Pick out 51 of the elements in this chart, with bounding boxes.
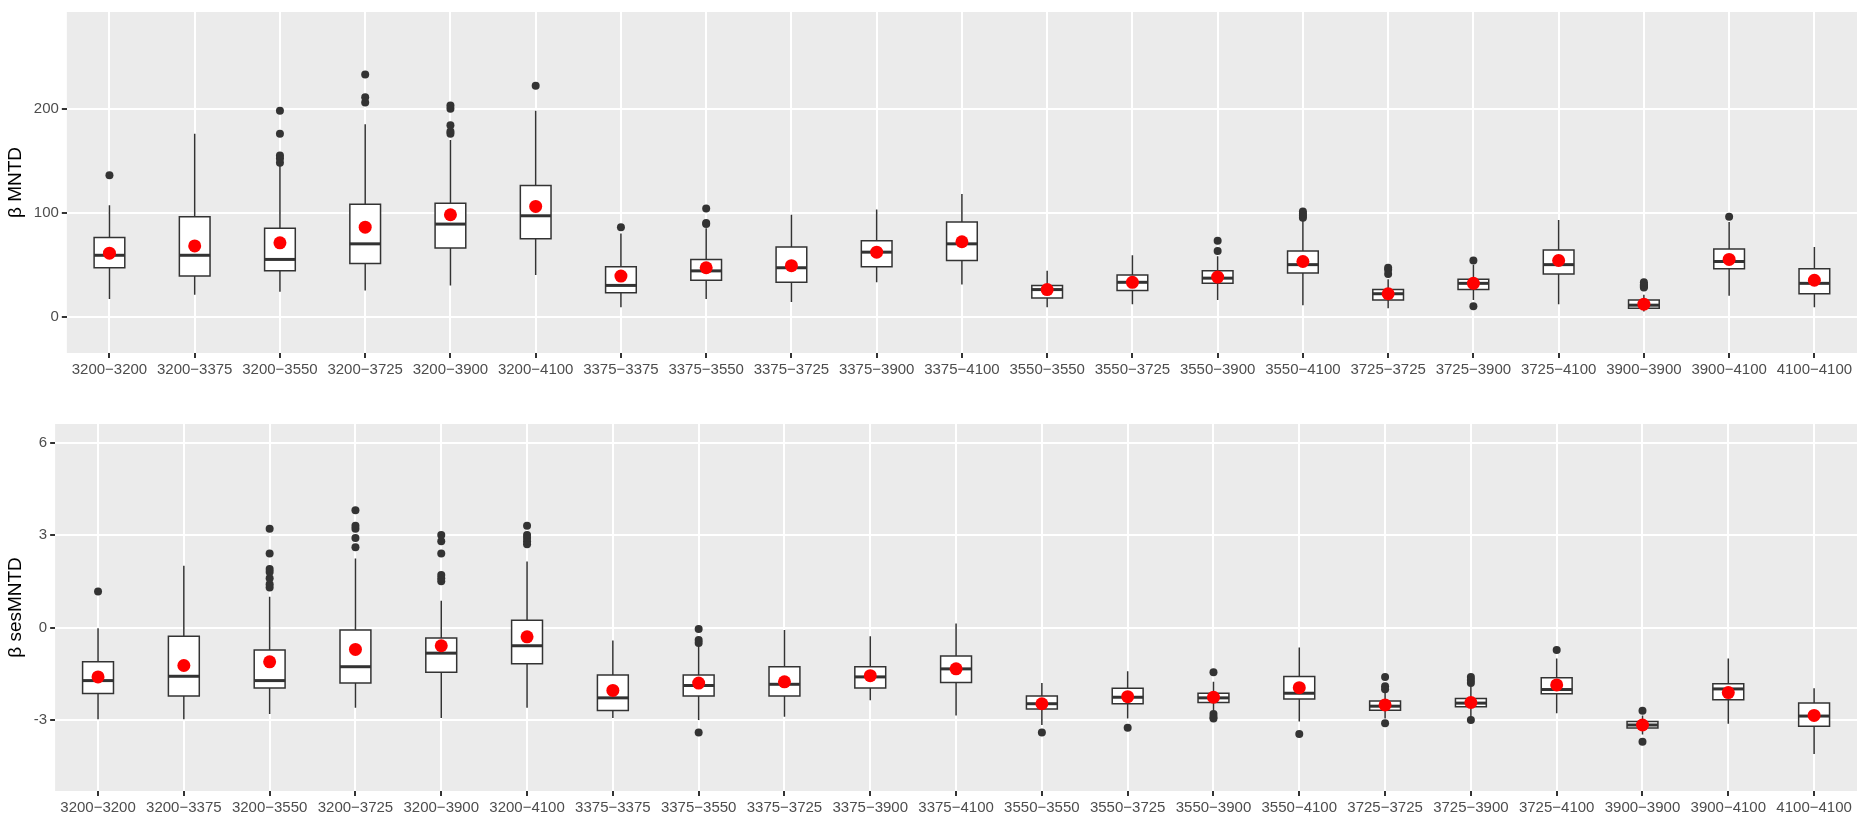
x-tick-label: 3200−4100 [489, 798, 565, 816]
y-tick-label: 0 [50, 306, 59, 324]
x-tick-label: 3200−3550 [242, 360, 318, 378]
x-tick-label: 3900−4100 [1691, 360, 1767, 378]
x-tick-label: 3550−3900 [1179, 360, 1256, 378]
x-tick-label: 3550−3550 [1009, 360, 1085, 378]
x-tick-label: 3900−4100 [1690, 798, 1767, 816]
x-tick-label: 3375−3375 [575, 798, 651, 816]
y-axis-title: β MNTD [3, 146, 25, 219]
y-axis-title: β sesMNTD [3, 557, 25, 658]
x-tick-label: 3375−4100 [924, 360, 1000, 378]
x-tick-label: 3200−3725 [327, 360, 403, 378]
x-tick-label: 3725−3725 [1350, 360, 1426, 378]
x-tick-label: 3200−3900 [412, 360, 489, 378]
x-tick-label: 3725−3900 [1435, 360, 1512, 378]
x-tick-label: 3375−3550 [660, 798, 737, 816]
x-tick-label: 3550−3550 [1004, 798, 1080, 816]
x-tick-label: 4100−4100 [1776, 798, 1852, 816]
y-tick-label: 200 [33, 98, 59, 116]
x-tick-label: 3200−3200 [71, 360, 148, 378]
y-tick-label: -3 [33, 710, 48, 728]
x-tick-label: 3375−3375 [583, 360, 659, 378]
x-tick-label: 3200−3200 [60, 798, 136, 816]
x-tick-label: 3375−3900 [832, 798, 909, 816]
x-tick-label: 3900−3900 [1606, 360, 1682, 378]
y-tick-label: 3 [38, 525, 48, 543]
x-tick-label: 3200−3375 [146, 798, 222, 816]
x-tick-label: 3200−3375 [156, 360, 233, 378]
y-tick-label: 0 [38, 617, 48, 635]
x-tick-label: 3550−3725 [1094, 360, 1171, 378]
x-tick-label: 3550−3900 [1175, 798, 1252, 816]
x-tick-label: 3200−3725 [317, 798, 394, 816]
x-tick-label: 3375−3725 [753, 360, 830, 378]
x-tick-label: 3375−3550 [668, 360, 744, 378]
x-tick-label: 3375−3900 [838, 360, 915, 378]
x-tick-label: 3200−4100 [497, 360, 574, 378]
x-tick-label: 3550−3725 [1089, 798, 1166, 816]
x-tick-label: 3725−4100 [1520, 360, 1597, 378]
x-tick-label: 3550−4100 [1265, 360, 1341, 378]
x-tick-label: 3375−4100 [918, 798, 994, 816]
y-tick-label: 6 [38, 432, 48, 450]
y-tick-label: 100 [33, 202, 59, 220]
x-tick-label: 3375−3725 [746, 798, 823, 816]
x-tick-label: 4100−4100 [1776, 360, 1853, 378]
x-tick-label: 3725−4100 [1518, 798, 1595, 816]
x-tick-label: 3550−4100 [1261, 798, 1338, 816]
x-tick-label: 3725−3725 [1347, 798, 1423, 816]
x-tick-label: 3725−3900 [1433, 798, 1509, 816]
x-tick-label: 3200−3900 [403, 798, 479, 816]
x-tick-label: 3900−3900 [1604, 798, 1681, 816]
x-tick-label: 3200−3550 [231, 798, 308, 816]
